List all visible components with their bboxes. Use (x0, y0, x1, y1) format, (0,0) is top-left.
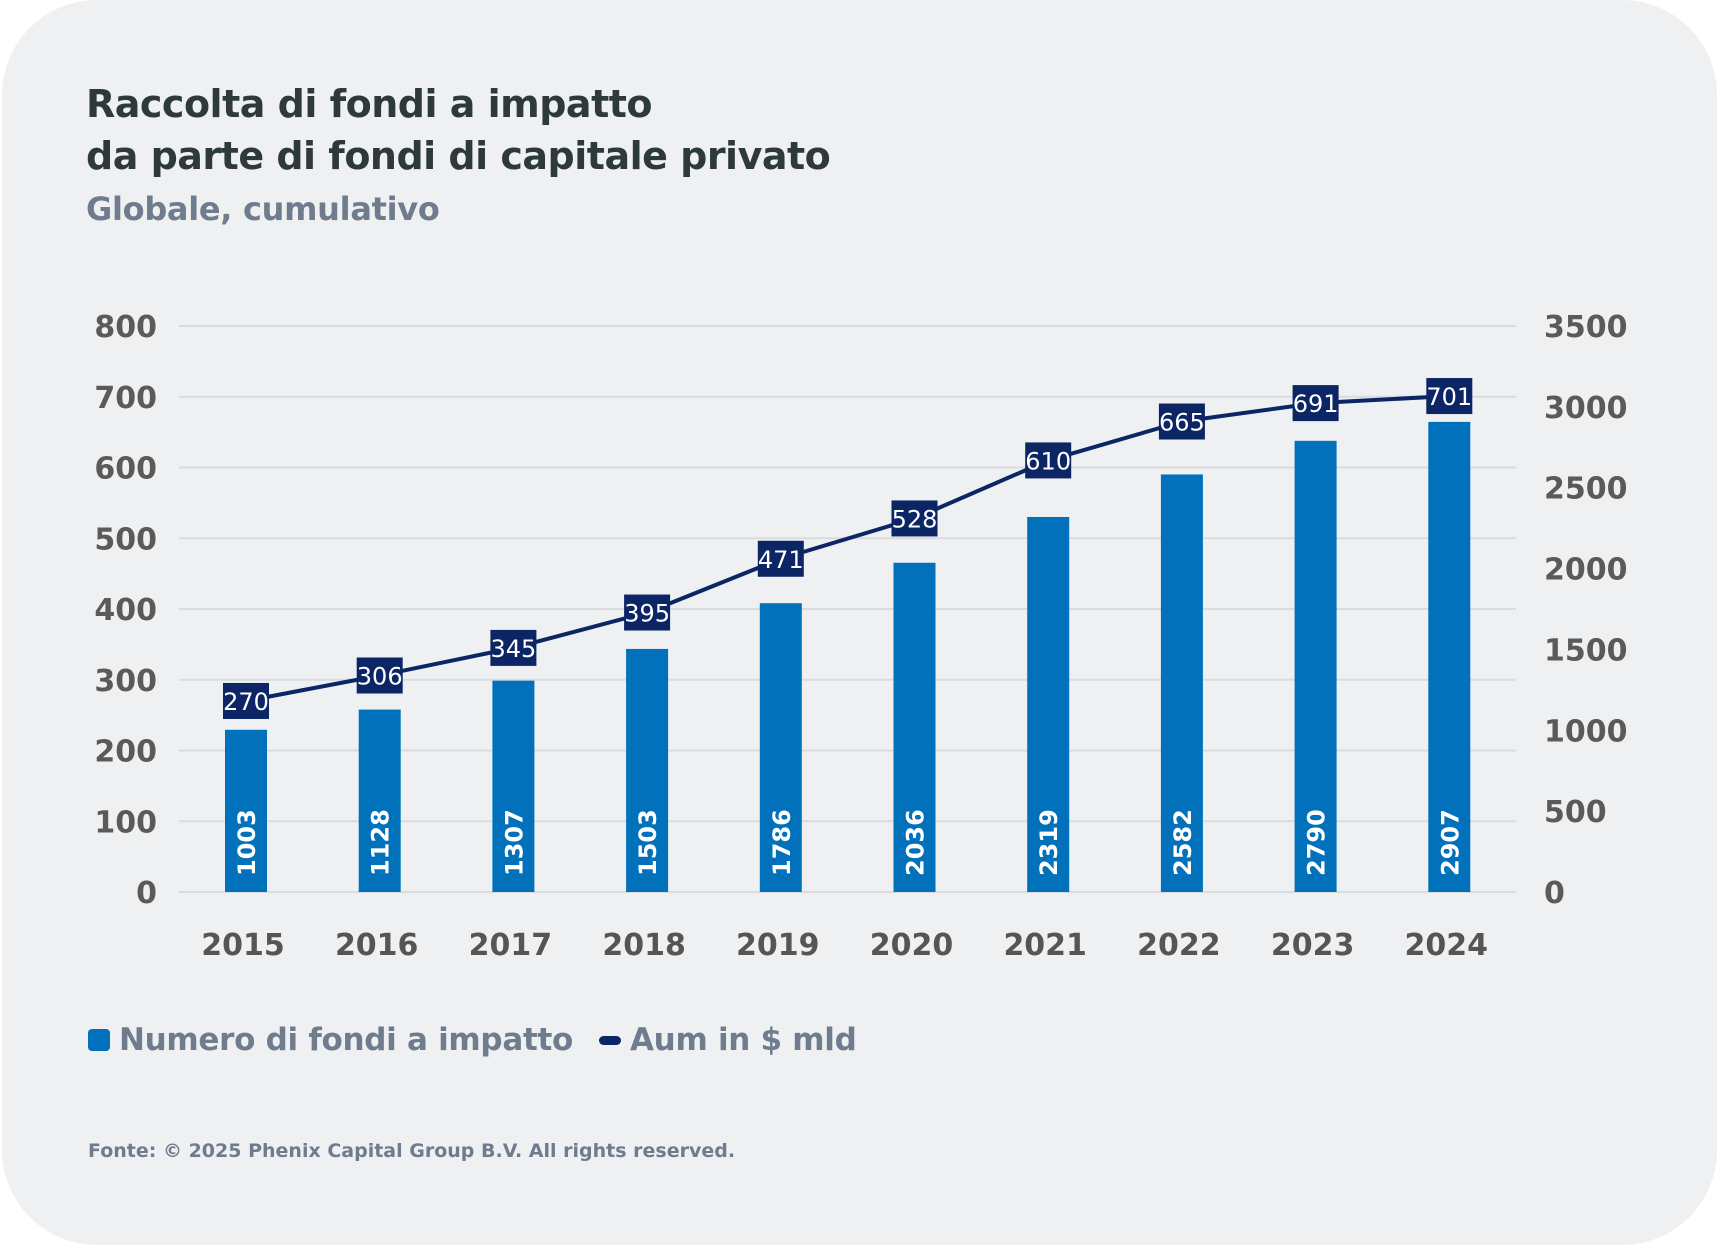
chart-subtitle: Globale, cumulativo (86, 190, 440, 228)
line-value-label: 471 (758, 546, 804, 574)
x-axis: 2015 2016 2017 2018 2019 2020 2021 2022 2023 2024 (201, 928, 1488, 963)
bar (1294, 440, 1337, 892)
bar (626, 648, 669, 892)
bar (1428, 421, 1471, 892)
x-tick-label: 2018 (602, 928, 686, 963)
y-right-tick-label: 0 (1544, 876, 1565, 911)
bar (893, 562, 936, 892)
y-left-tick-label: 800 (94, 310, 157, 345)
y-axis-left: 0 100 200 300 400 500 600 700 800 (94, 310, 157, 911)
legend: Numero di fondi a impatto Aum in $ mld (88, 1022, 883, 1058)
y-right-tick-label: 3000 (1544, 391, 1628, 426)
line-value-label: 691 (1293, 390, 1339, 418)
line-series: 270 306 345 395 471 528 610 665 691 701 (223, 378, 1473, 719)
y-left-tick-label: 700 (94, 381, 157, 416)
y-right-tick-label: 500 (1544, 795, 1607, 830)
source-note: Fonte: © 2025 Phenix Capital Group B.V. … (88, 1140, 736, 1162)
line-value-label: 395 (624, 600, 670, 628)
x-tick-label: 2017 (469, 928, 553, 963)
y-right-tick-label: 1000 (1544, 714, 1628, 749)
bar-value-label: 2582 (1169, 809, 1197, 876)
bar (759, 603, 802, 892)
y-right-tick-label: 2500 (1544, 472, 1628, 507)
y-left-tick-label: 400 (94, 593, 157, 628)
y-left-tick-label: 0 (136, 876, 157, 911)
line-value-box (624, 594, 671, 631)
line-value-label: 528 (892, 505, 938, 533)
bar-series: 1003 1128 1307 1503 1786 2036 2319 2582 2790 2907 (225, 421, 1471, 892)
bar-value-label: 2036 (902, 809, 930, 876)
bar (492, 680, 535, 892)
legend-label-funds: Numero di fondi a impatto (119, 1022, 573, 1058)
legend-item-funds: Numero di fondi a impatto (88, 1022, 573, 1058)
bar (1027, 516, 1070, 892)
line-value-box (490, 629, 537, 666)
combo-chart: 0 100 200 300 400 500 600 700 800 0 500 1000 1500 20… (94, 310, 1628, 963)
y-left-tick-label: 600 (94, 452, 157, 487)
y-left-tick-label: 200 (94, 735, 157, 770)
y-left-tick-label: 100 (94, 805, 157, 840)
bar-value-label: 2319 (1035, 809, 1063, 876)
x-tick-label: 2024 (1405, 928, 1489, 963)
legend-bar-swatch-icon (88, 1029, 110, 1051)
line-value-label: 345 (490, 635, 536, 663)
chart-title: Raccolta di fondi a impatto da parte di … (86, 78, 831, 182)
y-left-tick-label: 300 (94, 664, 157, 699)
bar (225, 729, 267, 892)
legend-item-aum: Aum in $ mld (598, 1022, 857, 1058)
x-tick-label: 2015 (201, 928, 285, 963)
line-value-label: 665 (1159, 409, 1205, 437)
bar-value-label: 1003 (233, 809, 261, 876)
line-value-box (223, 682, 269, 719)
line-value-label: 270 (223, 688, 269, 716)
line-value-box (891, 500, 938, 537)
y-right-tick-label: 1500 (1544, 633, 1628, 668)
line-value-box (1292, 385, 1339, 422)
line-value-label: 306 (357, 663, 403, 691)
bar (1160, 474, 1203, 892)
bar-value-label: 1128 (367, 809, 395, 876)
bar-value-label: 1786 (768, 809, 796, 876)
line-value-box (1025, 442, 1072, 479)
y-right-tick-label: 2000 (1544, 553, 1628, 588)
line-value-box (1426, 378, 1473, 415)
x-tick-label: 2021 (1003, 928, 1087, 963)
bar-value-label: 1307 (500, 809, 528, 876)
chart-title-line-2: da parte di fondi di capitale privato (86, 134, 831, 178)
x-tick-label: 2020 (870, 928, 954, 963)
line-value-label: 610 (1025, 447, 1071, 475)
x-tick-label: 2019 (736, 928, 820, 963)
x-tick-label: 2023 (1271, 928, 1355, 963)
x-tick-label: 2022 (1137, 928, 1221, 963)
x-tick-label: 2016 (335, 928, 419, 963)
aum-line (245, 394, 1450, 703)
line-value-label: 701 (1426, 383, 1472, 411)
y-axis-right: 0 500 1000 1500 2000 2500 3000 3500 (1544, 310, 1628, 911)
bar-value-label: 2790 (1303, 809, 1331, 876)
bar-value-label: 1503 (634, 809, 662, 876)
line-value-box (1158, 403, 1205, 440)
line-value-box (356, 657, 403, 694)
bar-value-label: 2907 (1436, 809, 1464, 876)
line-value-box (757, 540, 804, 577)
y-right-tick-label: 3500 (1544, 310, 1628, 345)
chart-title-line-1: Raccolta di fondi a impatto (86, 82, 653, 126)
y-left-tick-label: 500 (94, 522, 157, 557)
legend-label-aum: Aum in $ mld (629, 1022, 857, 1058)
bar (358, 709, 401, 892)
legend-line-swatch-icon (598, 1035, 621, 1045)
